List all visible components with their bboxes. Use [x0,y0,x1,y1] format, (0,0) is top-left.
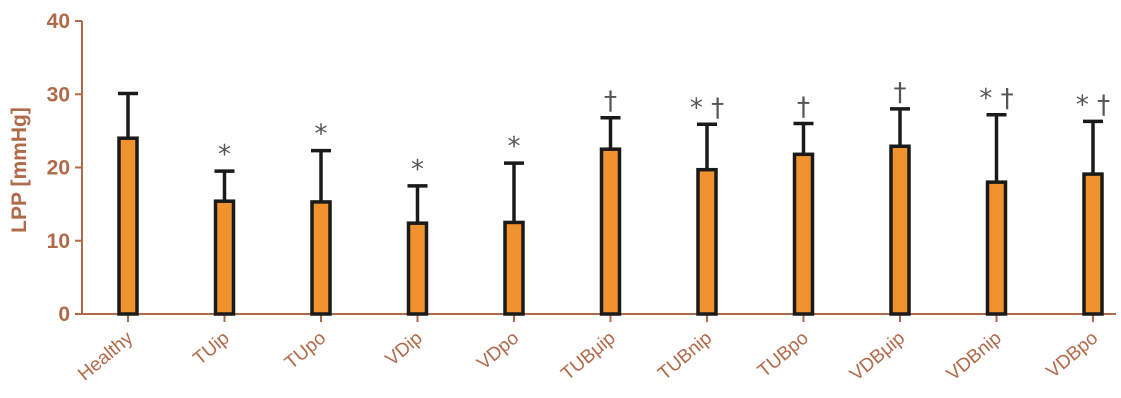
y-axis: 0 10 20 30 40 [47,10,83,326]
bar [792,152,815,316]
significance-annotations: * * * * † * † † † * † * † [218,78,1110,185]
bar [213,199,236,316]
y-tick-label: 40 [47,10,70,33]
bar [503,220,525,316]
significance-marker: * [218,140,231,170]
y-tick-label: 30 [47,83,70,106]
x-tick-label: TUBpo [754,328,813,382]
x-tick-label: VDpo [473,328,523,375]
bar [310,200,332,316]
bars [117,136,1104,316]
y-tick-label: 20 [47,157,70,180]
x-tick-label: TUBnip [654,328,716,385]
bar [599,147,622,316]
y-axis-label: LPP [mmHg] [8,107,31,233]
significance-marker: * † [690,93,724,123]
x-tick-label: Healthy [74,327,137,385]
significance-marker: † [604,87,617,117]
bar [696,167,718,316]
bar [889,144,911,316]
x-tick-label: VDBμip [846,328,909,386]
x-tick-label: VDBpo [1043,328,1103,383]
significance-marker: * † [979,84,1013,114]
y-tick-label: 10 [47,230,70,253]
x-tick-label: TUpo [281,328,330,374]
x-tick-label: VDBnip [943,328,1006,385]
x-tick-label: VDip [382,328,427,371]
y-tick-label: 0 [58,303,70,326]
bar [406,221,429,316]
significance-marker: † [797,93,810,123]
x-axis: Healthy TUip TUpo VDip VDpo TUBμip TUBnip TUBpo… [74,313,1116,386]
significance-marker: * [508,132,521,162]
significance-marker: * [411,155,424,185]
x-tick-label: TUip [189,328,233,370]
error-bars [118,91,1103,224]
significance-marker: * [315,120,328,150]
bar [117,136,139,316]
x-tick-label: TUBμip [557,328,619,385]
bar [985,180,1008,316]
significance-marker: * † [1076,90,1110,120]
bar [1082,172,1104,316]
significance-marker: † [894,78,907,108]
